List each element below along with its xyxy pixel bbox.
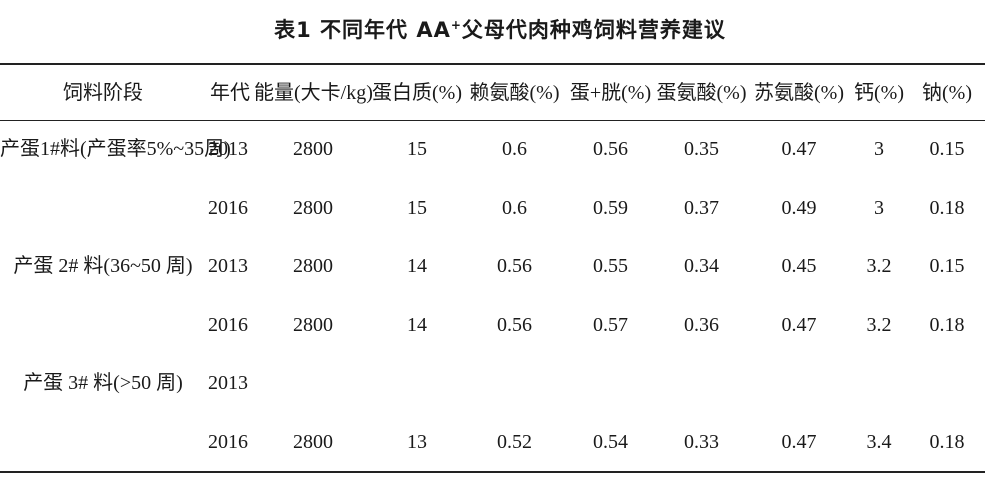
cell-calcium: 3: [874, 196, 884, 219]
cell-protein: 14: [407, 313, 427, 336]
cell-met-cys: 0.54: [593, 430, 628, 453]
cell-met-cys: 0.55: [593, 255, 628, 278]
cell-protein: 13: [407, 430, 427, 453]
cell-energy: [254, 354, 372, 413]
cell-energy: 2800: [293, 138, 333, 161]
cell-sodium: 0.15: [929, 138, 965, 161]
cell-lysine: 0.52: [497, 430, 532, 453]
header-met-cys: 蛋+胱(%): [569, 81, 652, 104]
header-rule: [0, 120, 985, 121]
cell-threonine: 0.47: [781, 138, 817, 161]
cell-stage: 产蛋1#料(产蛋率5%~35周): [0, 138, 231, 161]
cell-methionine: 0.34: [684, 255, 719, 278]
cell-calcium: [849, 354, 909, 413]
cell-stage: 产蛋 3# 料(>50 周): [23, 372, 183, 395]
header-lysine: 赖氨酸(%): [469, 81, 560, 104]
title-superscript: +: [450, 18, 462, 32]
table-row: 2016 2800 13 0.52 0.54 0.33 0.47 3.4 0.1…: [0, 413, 985, 472]
cell-methionine: 0.35: [684, 138, 719, 161]
cell-energy: 2800: [293, 196, 333, 219]
cell-threonine: 0.45: [781, 255, 817, 278]
cell-energy: 2800: [293, 313, 333, 336]
cell-met-cys: 0.57: [593, 313, 628, 336]
cell-sodium: 0.15: [929, 255, 965, 278]
cell-met-cys: 0.59: [593, 196, 628, 219]
nutrition-table: 饲料阶段 年代 能量(大卡/kg) 蛋白质(%) 赖氨酸(%) 蛋+胱(%) 蛋…: [0, 65, 985, 471]
cell-calcium: 3: [874, 138, 884, 161]
cell-methionine: 0.36: [684, 313, 719, 336]
cell-protein: [372, 354, 462, 413]
cell-threonine: 0.47: [781, 313, 817, 336]
cell-sodium: 0.18: [929, 430, 965, 453]
table-row: 产蛋 3# 料(>50 周) 2013: [0, 354, 985, 413]
cell-methionine: 0.37: [684, 196, 719, 219]
cell-calcium: 3.4: [866, 430, 892, 453]
cell-threonine: 0.47: [781, 430, 817, 453]
cell-year: 2013: [208, 372, 248, 395]
cell-protein: 15: [407, 196, 427, 219]
cell-sodium: [909, 354, 985, 413]
cell-methionine: [654, 354, 749, 413]
cell-methionine: 0.33: [684, 430, 719, 453]
cell-year: 2016: [208, 196, 248, 219]
cell-calcium: 3.2: [866, 313, 892, 336]
cell-stage: 产蛋 2# 料(36~50 周): [13, 255, 193, 278]
header-threonine: 苏氨酸(%): [754, 81, 844, 104]
cell-lysine: 0.56: [497, 255, 532, 278]
table-row: 2016 2800 15 0.6 0.59 0.37 0.49 3 0.18: [0, 179, 985, 238]
cell-year: 2016: [208, 430, 248, 453]
bottom-rule: [0, 471, 985, 473]
table-row: 2016 2800 14 0.56 0.57 0.36 0.47 3.2 0.1…: [0, 296, 985, 355]
header-methionine: 蛋氨酸(%): [656, 81, 747, 104]
cell-energy: 2800: [293, 255, 333, 278]
cell-stage: [0, 179, 206, 238]
header-energy: 能量(大卡/kg): [254, 81, 373, 104]
title-prefix: 表1 不同年代 AA: [274, 18, 451, 42]
header-sodium: 钠(%): [922, 81, 972, 104]
cell-calcium: 3.2: [866, 255, 892, 278]
cell-protein: 15: [407, 138, 427, 161]
table-header: 饲料阶段 年代 能量(大卡/kg) 蛋白质(%) 赖氨酸(%) 蛋+胱(%) 蛋…: [0, 65, 985, 120]
table-row: 产蛋 2# 料(36~50 周) 2013 2800 14 0.56 0.55 …: [0, 237, 985, 296]
cell-stage: [0, 413, 206, 472]
table-title: 表1 不同年代 AA+父母代肉种鸡饲料营养建议: [0, 14, 1000, 44]
header-calcium: 钙(%): [854, 81, 904, 104]
cell-sodium: 0.18: [929, 313, 965, 336]
cell-protein: 14: [407, 255, 427, 278]
cell-threonine: [749, 354, 849, 413]
cell-met-cys: 0.56: [593, 138, 628, 161]
header-stage: 饲料阶段: [63, 81, 143, 104]
cell-met-cys: [567, 354, 654, 413]
cell-stage: [0, 296, 206, 355]
title-suffix: 父母代肉种鸡饲料营养建议: [461, 18, 726, 42]
cell-lysine: 0.6: [502, 196, 527, 219]
header-protein: 蛋白质(%): [372, 81, 462, 104]
cell-year: 2013: [208, 138, 248, 161]
cell-year: 2013: [208, 255, 248, 278]
cell-lysine: 0.6: [502, 138, 527, 161]
table-row: 产蛋1#料(产蛋率5%~35周) 2013 2800 15 0.6 0.56 0…: [0, 120, 985, 179]
header-row: 饲料阶段 年代 能量(大卡/kg) 蛋白质(%) 赖氨酸(%) 蛋+胱(%) 蛋…: [0, 65, 985, 120]
cell-energy: 2800: [293, 430, 333, 453]
cell-lysine: 0.56: [497, 313, 532, 336]
header-year: 年代: [210, 81, 250, 104]
cell-year: 2016: [208, 313, 248, 336]
top-rule: [0, 63, 985, 65]
cell-lysine: [462, 354, 567, 413]
table-body: 产蛋1#料(产蛋率5%~35周) 2013 2800 15 0.6 0.56 0…: [0, 120, 985, 471]
cell-sodium: 0.18: [929, 196, 965, 219]
cell-threonine: 0.49: [781, 196, 817, 219]
